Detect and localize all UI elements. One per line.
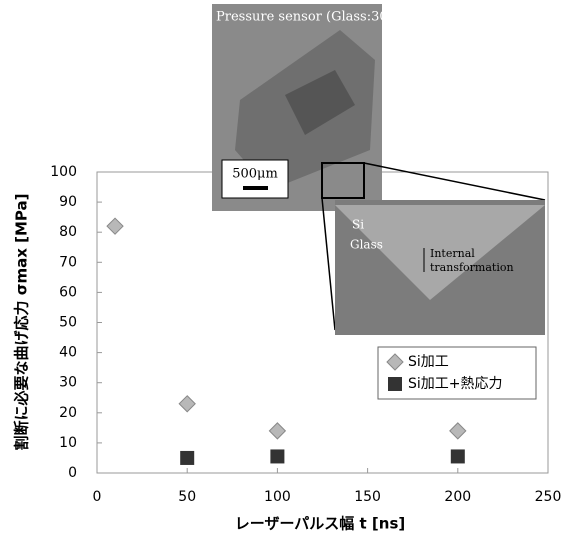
x-tick-label: 250 <box>535 489 562 505</box>
y-tick-label: 90 <box>59 194 77 210</box>
y-tick-label: 50 <box>59 315 77 331</box>
zoom-line <box>322 198 335 330</box>
chart: Pressure sensor (Glass:300/Si:300μm) 500… <box>0 0 568 538</box>
internal-label: transformation <box>430 261 514 274</box>
x-tick-label: 50 <box>178 489 196 505</box>
x-tick-label: 200 <box>444 489 471 505</box>
legend-label: Si加工 <box>408 354 449 370</box>
x-tick-label: 150 <box>354 489 381 505</box>
x-tick-label: 0 <box>93 489 102 505</box>
y-tick-label: 70 <box>59 254 77 270</box>
scale-label: 500μm <box>232 167 278 182</box>
point <box>269 423 285 439</box>
internal-label: Internal <box>430 247 475 260</box>
x-axis-label: レーザーパルス幅 t [ns] <box>235 515 405 533</box>
glass-label: Glass <box>350 238 383 252</box>
point <box>451 449 465 463</box>
y-axis-label: 割断に必要な曲げ応力 σmax [MPa] <box>13 194 31 451</box>
y-tick-label: 100 <box>50 164 77 180</box>
y-tick-label: 60 <box>59 284 77 300</box>
y-tick-label: 10 <box>59 435 77 451</box>
point <box>179 396 195 412</box>
y-tick-label: 30 <box>59 375 77 391</box>
point <box>270 449 284 463</box>
legend-label: Si加工+熱応力 <box>408 376 503 392</box>
zoom-line <box>364 163 545 200</box>
si-label: Si <box>352 218 364 232</box>
y-tick-label: 80 <box>59 224 77 240</box>
point <box>107 218 123 234</box>
point <box>450 423 466 439</box>
point <box>180 451 194 465</box>
x-tick-label: 100 <box>264 489 291 505</box>
legend-marker <box>388 377 402 391</box>
y-tick-label: 0 <box>68 465 77 481</box>
y-tick-label: 40 <box>59 345 77 361</box>
y-tick-label: 20 <box>59 405 77 421</box>
photo-title: Pressure sensor (Glass:300/Si:300μm) <box>216 10 468 25</box>
